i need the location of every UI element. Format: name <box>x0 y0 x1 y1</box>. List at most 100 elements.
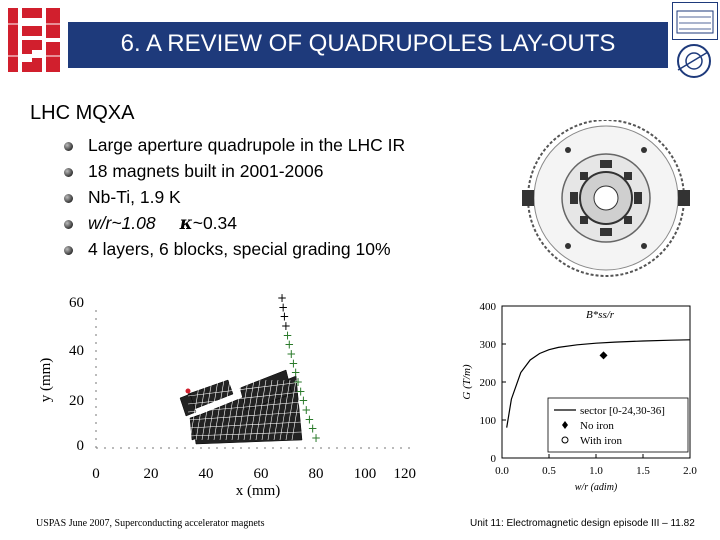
coil-ytick: 40 <box>69 343 84 359</box>
coil-turn-line <box>219 379 231 441</box>
coil-turn-line <box>189 379 201 441</box>
iron-marker: + <box>308 422 318 436</box>
chart-xtick-label: 0.0 <box>495 465 509 477</box>
coil-xtick: 120 <box>394 466 417 482</box>
chart-xtick-label: 1.5 <box>636 465 650 477</box>
bullet-icon <box>64 194 73 203</box>
legend-label: With iron <box>580 435 623 447</box>
coil-turn-line <box>273 379 285 441</box>
iron-marker: + <box>288 356 298 370</box>
legend-circle-swatch <box>561 436 569 444</box>
gradient-chart: 0 100 200 300 400 0.0 0.5 1.0 1.5 2.0 w/r (adim) G … <box>461 301 697 493</box>
coil-axes <box>95 310 416 449</box>
bullet-icon <box>64 168 73 177</box>
iron-marker: + <box>283 328 293 342</box>
coil-turn-line <box>279 379 291 441</box>
chart-ylabel: G (T/m) <box>461 364 473 399</box>
chart-ytick-label: 200 <box>480 377 497 389</box>
coil-turn-line <box>225 379 237 441</box>
iron-marker: + <box>286 347 296 361</box>
iron-marker: + <box>279 310 289 324</box>
slide-subtitle: LHC MQXA <box>30 102 135 124</box>
iron-marker: + <box>277 291 287 305</box>
coil-turn-line <box>285 379 297 441</box>
coil-turn-line <box>261 379 273 441</box>
coil-ytick: 20 <box>69 393 84 409</box>
chart-ytick-label: 0 <box>491 453 497 465</box>
iron-marker: + <box>281 319 291 333</box>
chart-ytick-label: 400 <box>480 301 497 313</box>
coil-ytick: 0 <box>77 438 85 454</box>
coil-turn-line <box>195 379 207 441</box>
bullet-item: Large aperture quadrupole in the LHC IR <box>64 132 405 158</box>
coil-xtick: 80 <box>309 466 324 482</box>
title-band <box>68 22 668 68</box>
coil-turn-line <box>243 379 255 441</box>
legend-diamond-swatch <box>562 421 568 429</box>
chart-xtick-label: 0.5 <box>542 465 556 477</box>
coil-turn-line <box>231 379 243 441</box>
legend-label: No iron <box>580 420 614 432</box>
left-logo-icon <box>8 8 60 72</box>
bullet-list: Large aperture quadrupole in the LHC IR … <box>64 132 405 262</box>
bullet-icon <box>64 246 73 255</box>
iron-boundary-markers: ++++++++++++++++ <box>277 291 321 445</box>
series-no-iron-point <box>599 351 608 360</box>
coil-layout-plot: y (mm) x (mm) 0 20 40 60 0 20 40 60 80 1… <box>40 291 417 499</box>
chart-title: B*ss/r <box>586 309 615 321</box>
chart-xtick-label: 2.0 <box>683 465 697 477</box>
coil-ylabel: y (mm) <box>40 358 54 403</box>
footer-left: USPAS June 2007, Superconducting acceler… <box>36 518 265 529</box>
bullet-text: Large aperture quadrupole in the LHC IR <box>88 135 406 155</box>
coil-turn-line <box>201 379 213 441</box>
institute-logo-icon <box>672 2 718 40</box>
series-sector-line <box>506 339 691 428</box>
iron-marker: + <box>298 394 308 408</box>
bullet-item: 4 layers, 6 blocks, special grading 10% <box>64 236 405 262</box>
bullet-text: Nb-Ti, 1.9 K <box>88 187 181 207</box>
chart-legend <box>547 397 689 453</box>
coil-layer-line <box>187 411 303 421</box>
coil-xtick: 0 <box>92 466 100 482</box>
coil-layer-line <box>187 401 303 413</box>
iron-marker: + <box>296 384 306 398</box>
coil-ytick: 60 <box>69 295 84 311</box>
coil-turn-line <box>249 379 261 441</box>
cern-logo-icon <box>677 44 711 78</box>
iron-marker: + <box>278 300 288 314</box>
legend-label: sector [0-24,30-36] <box>580 405 665 417</box>
coil-layer-line <box>187 391 303 405</box>
coil-layer-line <box>187 421 303 429</box>
bullet-text-kappa: ~0.34 <box>192 213 238 233</box>
chart-ytick-label: 300 <box>480 339 497 351</box>
coil-turn-line <box>213 379 225 441</box>
coil-xtick: 60 <box>254 466 269 482</box>
coil-xtick: 40 <box>199 466 214 482</box>
bullet-item: w/r~1.08 κ~0.34 <box>64 210 405 236</box>
coil-marker <box>185 388 191 394</box>
coil-layer-line <box>187 431 303 437</box>
coil-xlabel: x (mm) <box>236 483 281 499</box>
coil-turn-line <box>237 379 249 441</box>
coil-block-inner-b <box>179 393 197 417</box>
coil-layer-line <box>187 381 303 397</box>
bullet-icon <box>64 220 73 229</box>
coil-xtick: 100 <box>354 466 377 482</box>
coil-xtick: 20 <box>144 466 159 482</box>
coil-turn-line <box>291 379 303 441</box>
iron-marker: + <box>311 431 321 445</box>
iron-marker: + <box>293 375 303 389</box>
coil-blocks <box>179 369 303 445</box>
coil-turn-line <box>267 379 279 441</box>
bullet-icon <box>64 142 73 151</box>
footer-right: Unit 11: Electromagnetic design episode … <box>470 518 695 529</box>
iron-marker: + <box>284 338 294 352</box>
bullet-text: 18 magnets built in 2001-2006 <box>88 161 324 181</box>
slide-title: 6. A REVIEW OF QUADRUPOLES LAY-OUTS <box>120 30 616 57</box>
magnet-cross-section-image <box>522 120 690 277</box>
bullet-text: 4 layers, 6 blocks, special grading 10% <box>88 239 391 259</box>
iron-marker: + <box>304 412 314 426</box>
kappa-symbol: κ <box>179 214 193 234</box>
bullet-text-ratio: w/r~1.08 <box>88 213 156 233</box>
iron-marker: + <box>291 366 301 380</box>
